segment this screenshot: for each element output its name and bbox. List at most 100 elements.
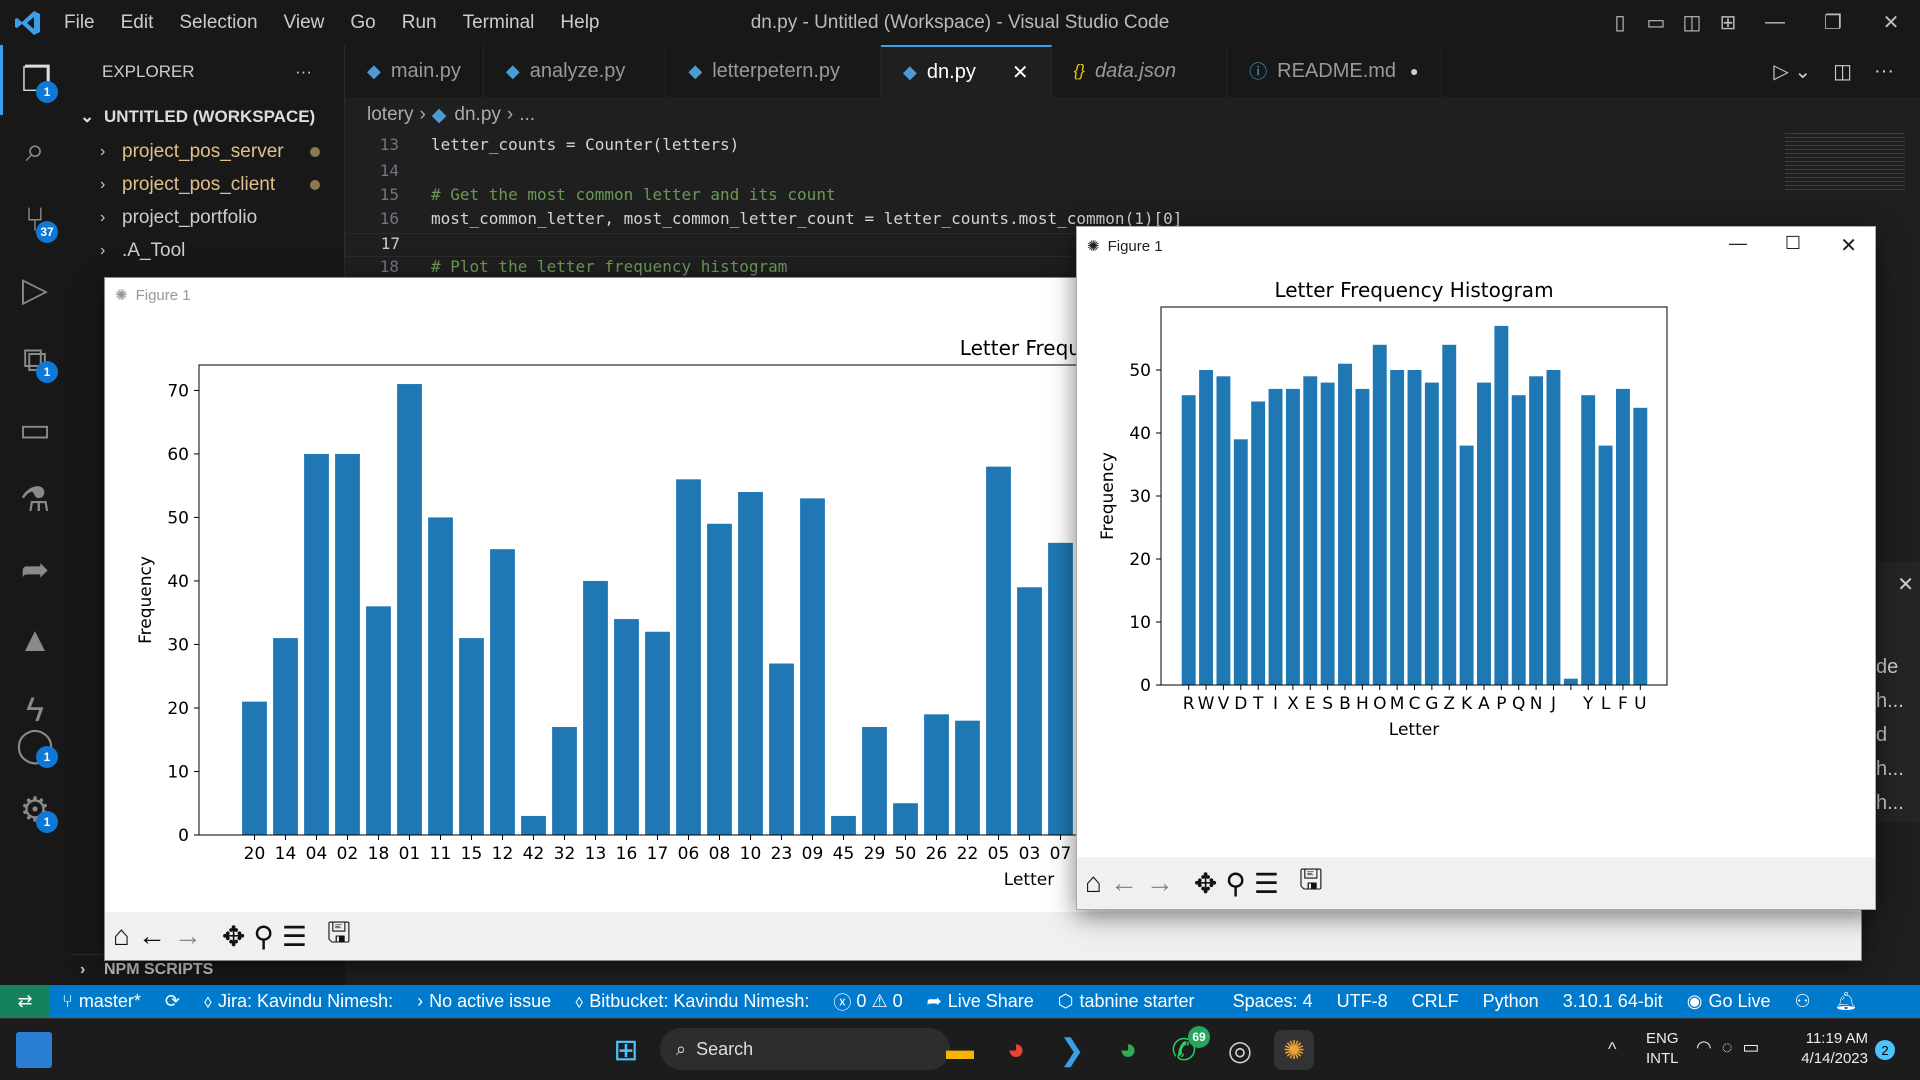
menu-file[interactable]: File: [64, 11, 95, 33]
run-file-icon[interactable]: ▷ ⌄: [1773, 60, 1812, 83]
system-tray-icons[interactable]: ◠◌▭: [1696, 1037, 1770, 1057]
taskbar-search-box[interactable]: ⌕ Search: [660, 1028, 950, 1070]
configure-icon[interactable]: ☰: [281, 920, 308, 952]
configure-icon[interactable]: ☰: [1253, 867, 1280, 899]
toggle-sidebar-icon[interactable]: ▯: [1614, 12, 1626, 34]
close-window-button[interactable]: ✕: [1840, 235, 1857, 257]
save-icon[interactable]: 🖫: [327, 917, 351, 948]
obs-icon[interactable]: ◎: [1227, 1034, 1253, 1066]
menu-edit[interactable]: Edit: [120, 11, 154, 33]
back-arrow-icon[interactable]: ←: [137, 920, 166, 951]
bitbucket-indicator[interactable]: ⬨ Bitbucket: Kavindu Nimesh:: [563, 985, 821, 1018]
zoom-icon[interactable]: ⚲: [253, 920, 274, 952]
issue-indicator[interactable]: › No active issue: [405, 985, 563, 1018]
restore-button[interactable]: ❐: [1824, 12, 1842, 34]
breadcrumb-folder[interactable]: lotery: [367, 104, 414, 125]
notification-panel[interactable]: ✕ de h... d h... h...: [1868, 562, 1920, 822]
menu-run[interactable]: Run: [401, 11, 437, 33]
more-actions-icon[interactable]: ···: [1874, 59, 1894, 82]
minimap[interactable]: [1785, 133, 1905, 193]
back-arrow-icon[interactable]: ←: [1109, 867, 1138, 898]
toggle-secondary-sidebar-icon[interactable]: ◫: [1682, 12, 1702, 34]
matplotlib-taskbar-icon[interactable]: ✺: [1274, 1030, 1314, 1070]
explorer-icon[interactable]: ❐ 1: [0, 45, 70, 115]
sync-icon[interactable]: ⟳: [164, 991, 180, 1011]
testing-icon[interactable]: ⚗: [19, 481, 51, 519]
notification-count-badge[interactable]: 2: [1875, 1040, 1895, 1060]
minimize-button[interactable]: —: [1729, 233, 1747, 253]
tab-letterpetern-py[interactable]: ◆ letterpetern.py: [666, 45, 882, 97]
show-hidden-icons-icon[interactable]: ^: [1608, 1039, 1617, 1059]
problems-indicator[interactable]: ⓧ 0 ⚠ 0: [821, 985, 914, 1018]
jira-indicator[interactable]: ⬨ Jira: Kavindu Nimesh:: [192, 985, 405, 1018]
menu-terminal[interactable]: Terminal: [462, 11, 535, 33]
folder-item[interactable]: › .A_Tool: [70, 234, 344, 267]
vscode-taskbar-icon[interactable]: ❯: [1059, 1033, 1085, 1067]
home-icon[interactable]: ⌂: [113, 920, 130, 951]
folder-item[interactable]: › project_pos_client: [70, 168, 344, 201]
zoom-icon[interactable]: ⚲: [1225, 867, 1246, 899]
close-notification-icon[interactable]: ✕: [1897, 574, 1914, 596]
thunder-client-icon[interactable]: ϟ: [26, 690, 44, 729]
forward-arrow-icon[interactable]: →: [1145, 867, 1174, 898]
tab-main-py[interactable]: ◆ main.py: [345, 45, 484, 97]
figure-window-front[interactable]: ✺ Figure 1 — ☐ ✕ Letter Frequency Histogr…: [1076, 226, 1876, 910]
menu-help[interactable]: Help: [560, 11, 600, 33]
extensions-icon[interactable]: ⧉ 1: [0, 325, 70, 395]
eol-button[interactable]: CRLF: [1400, 985, 1471, 1018]
save-icon[interactable]: 🖫: [1299, 864, 1323, 895]
pan-icon[interactable]: ✥: [221, 920, 246, 952]
windows-start-icon[interactable]: ⊞: [613, 1033, 639, 1067]
code-line: 15 # Get the most common letter and its c…: [345, 185, 836, 209]
go-live-button[interactable]: ◉ Go Live: [1675, 985, 1783, 1018]
home-icon[interactable]: ⌂: [1085, 867, 1102, 898]
run-debug-icon[interactable]: ▷: [21, 271, 49, 309]
split-editor-icon[interactable]: ◫: [1833, 60, 1853, 83]
workspace-section[interactable]: ⌄ UNTITLED (WORKSPACE): [70, 99, 344, 135]
chrome-icon[interactable]: ◕: [1006, 1033, 1026, 1066]
atlassian-icon[interactable]: ▲: [18, 620, 52, 659]
accounts-icon[interactable]: ◯ 1: [0, 710, 70, 780]
file-explorer-icon[interactable]: ▬: [946, 1034, 974, 1065]
customize-layout-icon[interactable]: ⊞: [1719, 12, 1737, 34]
indentation-button[interactable]: Spaces: 4: [1221, 985, 1325, 1018]
pan-icon[interactable]: ✥: [1193, 867, 1218, 899]
notifications-bell-icon[interactable]: 🔔︎: [1834, 991, 1858, 1011]
live-share-icon[interactable]: ➦: [20, 551, 50, 589]
interpreter-button[interactable]: 3.10.1 64-bit: [1551, 985, 1675, 1018]
close-tab-icon[interactable]: ✕: [1011, 61, 1029, 84]
input-language[interactable]: ENG INTL: [1646, 1029, 1679, 1069]
language-mode-button[interactable]: Python: [1471, 985, 1551, 1018]
search-icon[interactable]: ⌕: [25, 130, 45, 169]
folder-item[interactable]: › project_portfolio: [70, 201, 344, 234]
branch-indicator[interactable]: ⑂ master*: [50, 985, 153, 1018]
forward-arrow-icon[interactable]: →: [173, 920, 202, 951]
menu-selection[interactable]: Selection: [179, 11, 258, 33]
toggle-panel-icon[interactable]: ▭: [1646, 12, 1666, 34]
remote-indicator-icon[interactable]: ⇄: [0, 985, 50, 1018]
tabnine-button[interactable]: ⬡ tabnine starter: [1046, 985, 1207, 1018]
menu-view[interactable]: View: [283, 11, 325, 33]
whatsapp-icon[interactable]: ✆ 69: [1164, 1026, 1210, 1070]
tab-dn-py[interactable]: ◆ dn.py ✕: [881, 45, 1052, 97]
tab-readme-md[interactable]: ⓘ README.md ●: [1227, 45, 1442, 97]
live-share-button[interactable]: ➦ Live Share: [915, 985, 1046, 1018]
clock[interactable]: 11:19 AM 4/14/2023: [1796, 1029, 1868, 1069]
close-window-button[interactable]: ✕: [1882, 12, 1900, 34]
source-control-icon[interactable]: ⑂ 37: [0, 185, 70, 255]
encoding-button[interactable]: UTF-8: [1325, 985, 1400, 1018]
chrome-profile-icon[interactable]: ◕: [1118, 1033, 1138, 1066]
manage-gear-icon[interactable]: ⚙ 1: [0, 775, 70, 845]
minimize-button[interactable]: —: [1765, 11, 1785, 33]
desktop-widget-icon[interactable]: [16, 1032, 52, 1068]
remote-explorer-icon[interactable]: ▭: [18, 411, 52, 449]
tab-data-json[interactable]: {} data.json: [1052, 45, 1228, 97]
breadcrumb-symbol[interactable]: ...: [519, 104, 536, 125]
folder-item[interactable]: › project_pos_server: [70, 135, 344, 168]
maximize-button[interactable]: ☐: [1784, 233, 1801, 253]
breadcrumb-file[interactable]: dn.py: [454, 104, 501, 125]
menu-go[interactable]: Go: [350, 11, 376, 33]
explorer-more-button[interactable]: ···: [295, 62, 312, 81]
tab-analyze-py[interactable]: ◆ analyze.py: [484, 45, 667, 97]
feedback-icon[interactable]: ⚇: [1794, 991, 1811, 1011]
